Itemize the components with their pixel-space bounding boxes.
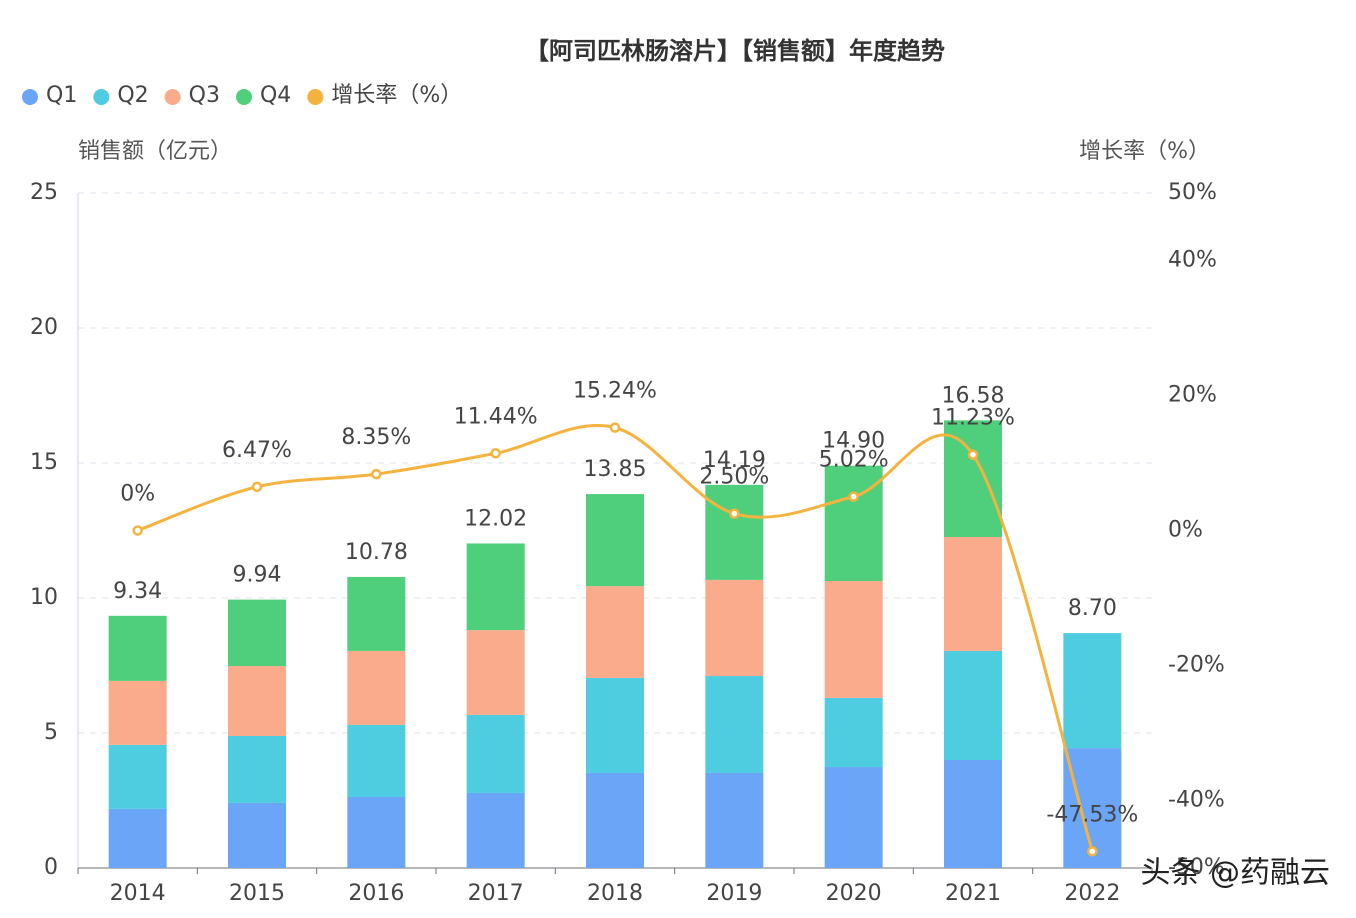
x-tick-label: 2017 [468,881,524,906]
y-tick-label: 15 [30,450,58,475]
bar-segment [466,543,525,631]
bar-segment [705,484,764,580]
growth-label: 2.50% [699,465,769,490]
y2-tick-label: 20% [1168,383,1217,408]
bar-segment [347,724,406,797]
bar-segment [108,615,167,681]
total-label: 12.02 [464,506,527,531]
y2-tick-label: -40% [1168,788,1225,813]
legend-label: Q2 [117,83,148,108]
bar-segment [1063,633,1122,749]
growth-label: 11.23% [931,406,1015,431]
bar-segment [108,808,167,868]
bar-segment [228,802,286,868]
total-label: 14.90 [822,429,885,454]
bar-segment [824,697,883,768]
growth-point [729,508,740,519]
bar-segment [944,760,1002,868]
growth-point [371,468,382,480]
chart-title: 【阿司匹林肠溶片】【销售额】年度趋势 [525,37,945,65]
growth-point [1087,846,1098,857]
growth-point [848,491,859,502]
bar-segment [347,576,406,651]
legend-marker [307,89,324,105]
total-label: 9.94 [233,563,282,588]
x-tick-label: 2016 [348,881,404,906]
x-tick-label: 2015 [229,881,285,906]
legend-marker [93,89,110,105]
bar-segment [228,599,286,667]
y2-tick-label: 40% [1168,248,1217,273]
growth-label: -47.53% [1046,802,1138,827]
legend-marker [235,89,252,105]
growth-label: 15.24% [573,379,657,404]
growth-point [132,525,143,536]
x-tick-label: 2022 [1064,881,1120,906]
growth-point [251,481,263,493]
bar-segment [705,772,764,868]
y-tick-label: 0 [44,855,58,880]
legend-label: 增长率（%） [331,83,462,108]
bar-segment [228,735,286,803]
x-tick-label: 2021 [945,881,1001,906]
bar-segment [347,796,406,868]
bar-segment [586,677,644,773]
bar-segment [466,714,525,793]
legend-label: Q4 [260,83,291,108]
y-tick-label: 5 [44,720,58,745]
total-label: 10.78 [345,540,408,565]
growth-point [490,448,501,459]
legend-label: Q3 [189,83,220,108]
y-tick-label: 25 [30,180,58,205]
legend-marker [164,89,181,105]
bar-segment [944,536,1002,651]
bar-segment [586,494,644,587]
x-tick-label: 2019 [706,881,762,906]
y2-tick-label: 0% [1168,518,1203,543]
growth-label: 11.44% [454,404,538,429]
total-label: 14.19 [703,448,766,473]
total-label: 13.85 [584,457,647,482]
growth-label: 8.35% [341,425,411,450]
total-label: 16.58 [942,383,1005,408]
y2-tick-label: -50% [1168,855,1225,880]
y2-tick-label: 50% [1168,180,1217,205]
x-tick-label: 2014 [110,881,166,906]
bar-segment [347,650,406,725]
bar-segment [108,744,167,809]
bar-segment [944,420,1002,537]
x-tick-label: 2020 [826,881,882,906]
bar-segment [466,792,525,868]
growth-label: 0% [120,482,155,507]
bar-segment [824,767,883,868]
legend-marker [22,89,38,105]
bar-segment [228,666,286,736]
y-axis-title: 销售额（亿元） [78,139,232,164]
total-label: 9.34 [113,579,162,604]
bar-segment [108,680,167,745]
bar-segment [824,580,883,698]
total-label: 8.70 [1068,596,1117,621]
y-tick-label: 10 [30,585,58,610]
bar-segment [824,465,883,581]
growth-label: 5.02% [819,448,889,473]
bar-segment [705,676,764,773]
growth-label: 6.47% [222,438,292,463]
y2-tick-label: -20% [1168,653,1225,678]
bar-segment [466,630,525,715]
watermark: 头条 @药融云 [1140,856,1330,891]
y-tick-label: 20 [30,315,58,340]
bar-segment [586,586,644,678]
bar-segment [705,579,764,677]
growth-point [967,449,979,460]
y2-axis-title: 增长率（%） [1079,139,1210,164]
bar-segment [586,772,644,868]
growth-point [609,422,621,433]
legend-label: Q1 [46,83,77,108]
x-tick-label: 2018 [587,881,643,906]
growth-line [137,424,1094,852]
bar-segment [944,650,1002,760]
